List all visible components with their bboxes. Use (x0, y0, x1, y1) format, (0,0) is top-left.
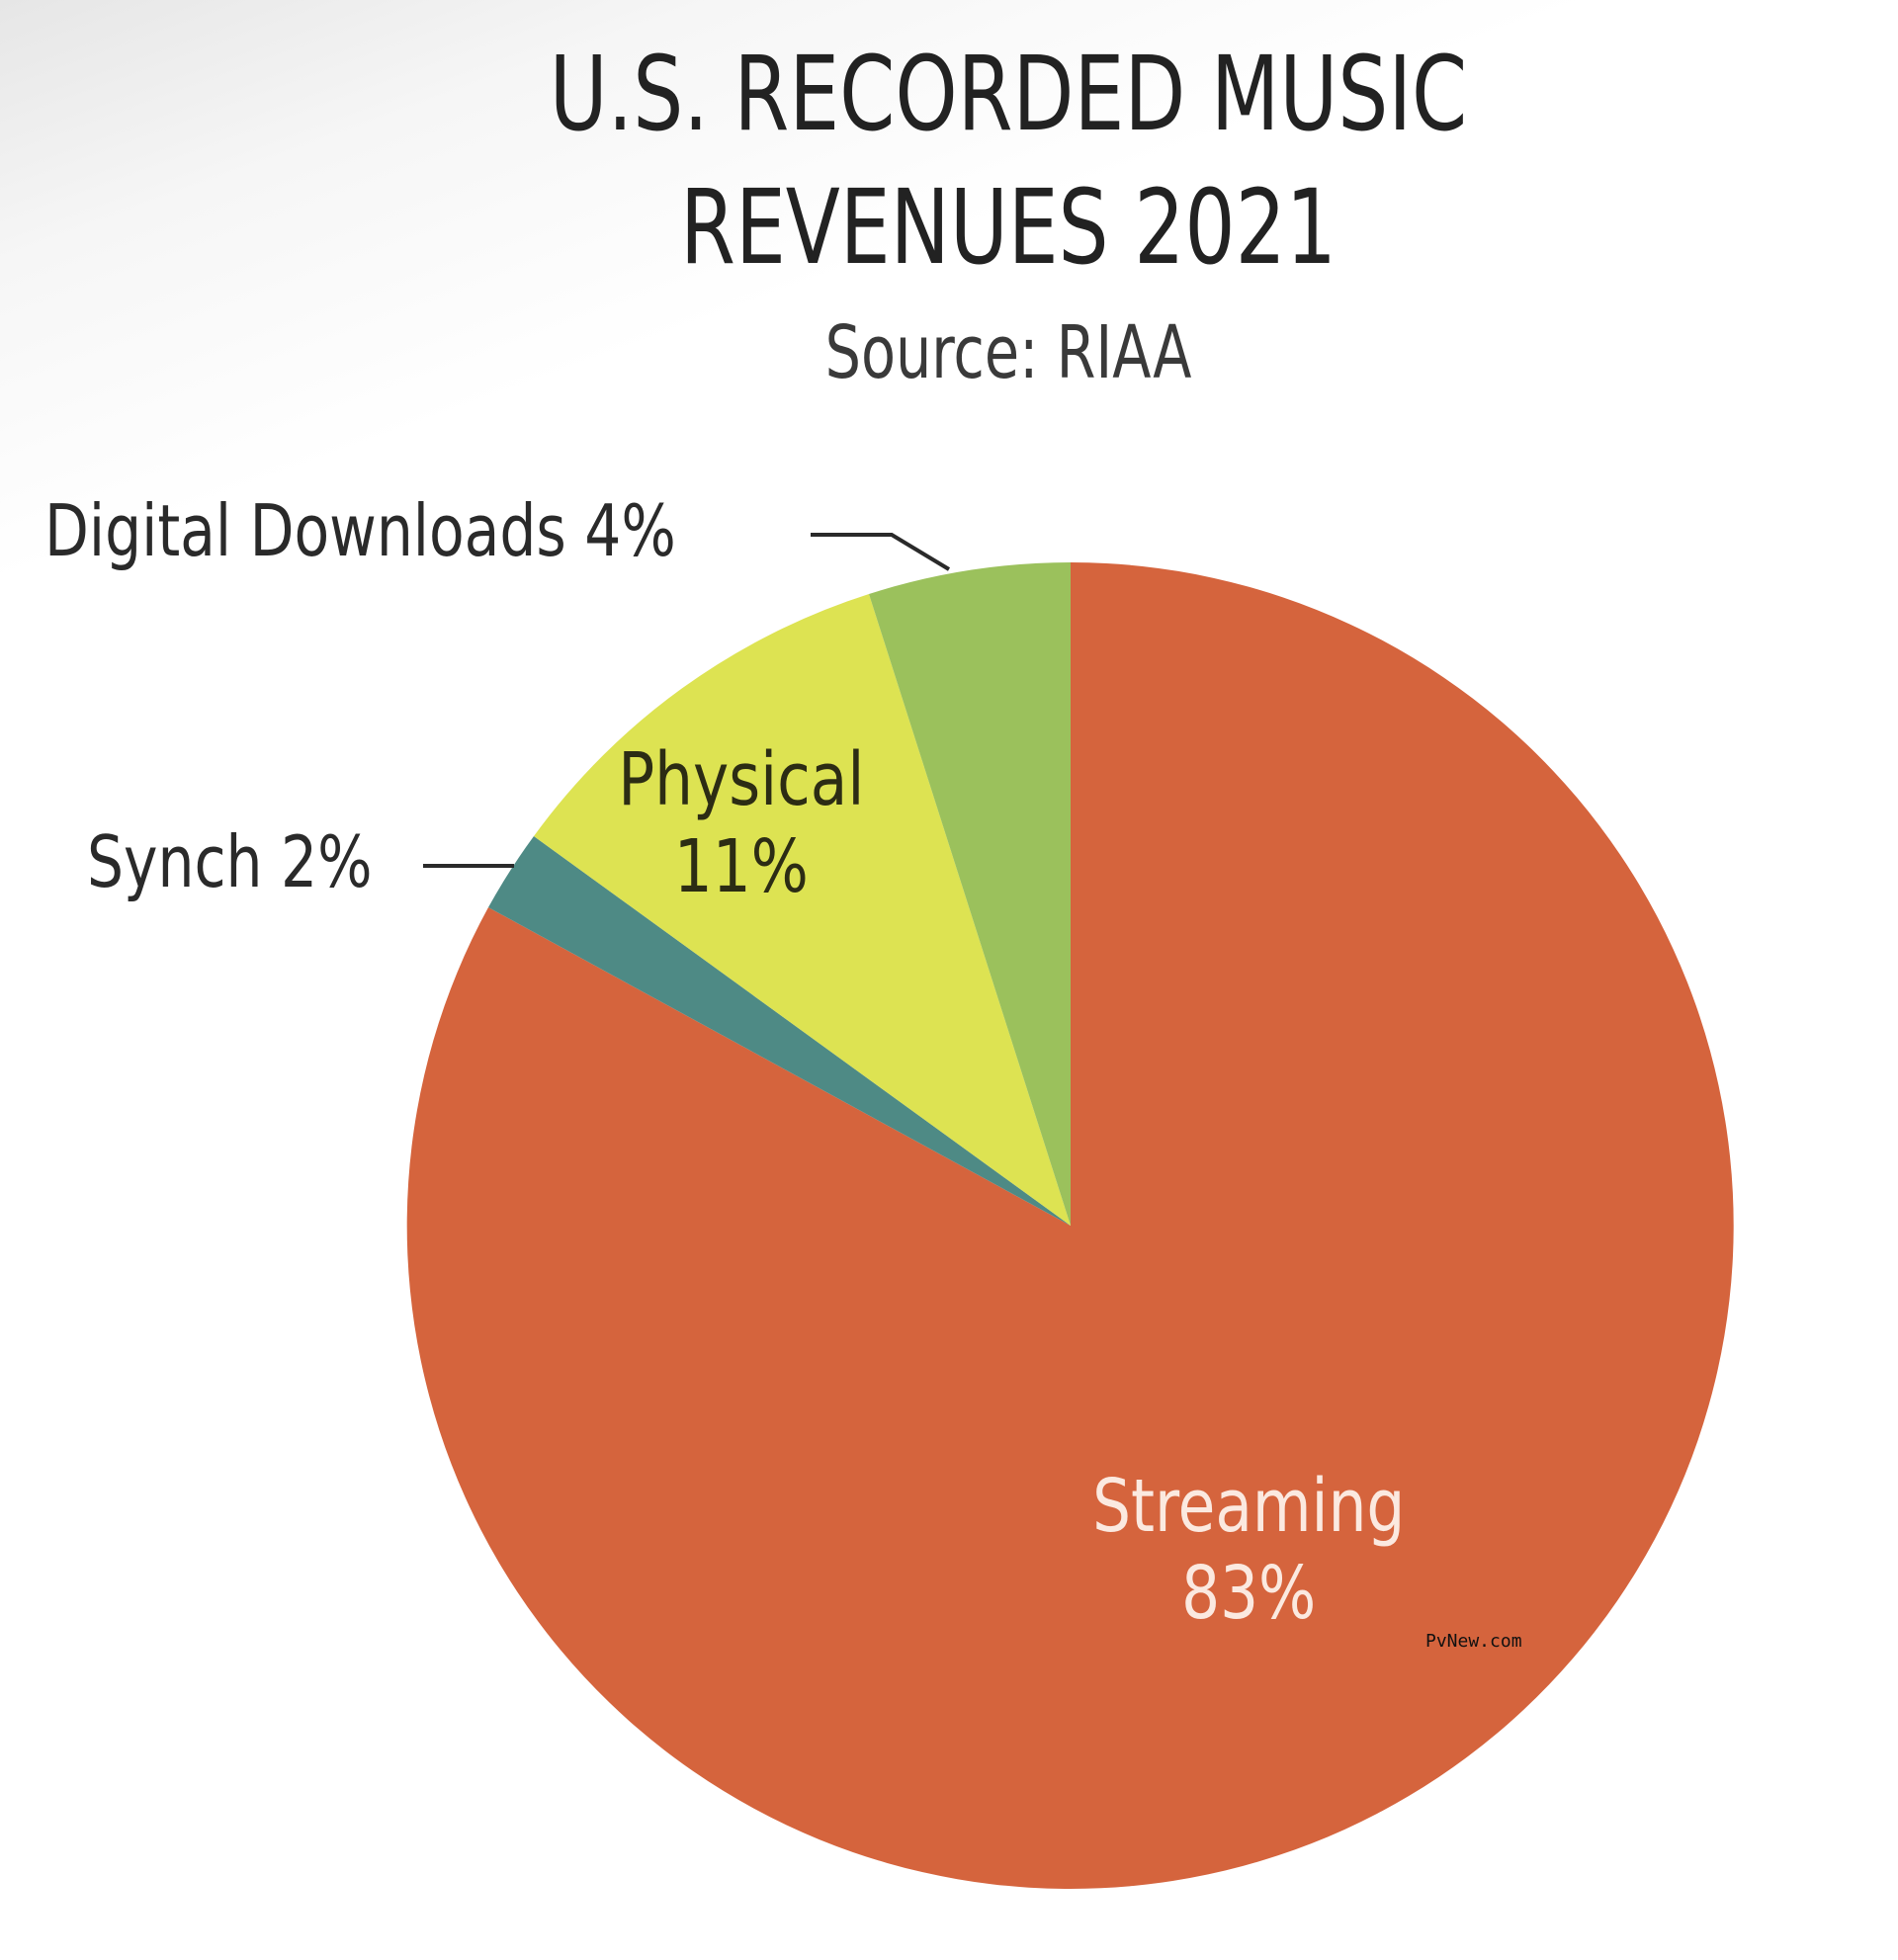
chart-title-line1: U.S. RECORDED MUSIC (549, 34, 1468, 154)
label-physical-pct: 11% (673, 824, 809, 909)
slice-synch (488, 836, 1071, 1226)
label-streaming-pct: 83% (1181, 1551, 1317, 1636)
label-synch: Synch 2% (87, 820, 373, 903)
label-digital-downloads: Digital Downloads 4% (44, 489, 676, 572)
label-physical: Physical 11% (591, 736, 892, 910)
label-streaming: Streaming 83% (1058, 1463, 1439, 1637)
label-streaming-name: Streaming (1092, 1464, 1406, 1549)
chart-title-line2: REVENUES 2021 (680, 167, 1337, 288)
chart-source: Source: RIAA (824, 310, 1192, 395)
watermark: PvNew.com (1425, 1631, 1522, 1652)
slice-physical (534, 594, 1071, 1226)
slice-streaming (406, 562, 1734, 1889)
label-physical-name: Physical (618, 737, 865, 822)
leader-line-digital-downloads (811, 533, 951, 571)
slice-digital-downloads (869, 562, 1071, 1226)
